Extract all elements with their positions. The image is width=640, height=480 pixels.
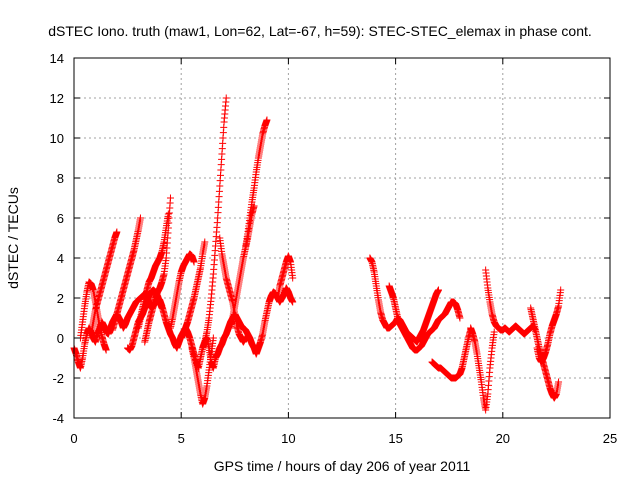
data-point [263, 116, 271, 124]
series-12 [227, 202, 258, 332]
data-point [557, 286, 565, 294]
data-point [242, 334, 250, 342]
data-point [209, 334, 217, 342]
x-tick-label: 20 [496, 431, 510, 446]
x-tick-label: 5 [178, 431, 185, 446]
data-point [164, 210, 172, 218]
plot-frame [73, 57, 611, 419]
data-point [158, 304, 166, 312]
data-point [113, 228, 121, 236]
x-tick-label: 0 [70, 431, 77, 446]
axis-ticks: 0 5 10 15 20 25 -4 -2 0 2 4 6 8 10 12 14 [50, 51, 618, 446]
data-point [166, 194, 174, 202]
scatter-points [70, 94, 565, 414]
series-10 [199, 94, 230, 352]
series-9 [188, 334, 217, 408]
y-tick-label: 0 [57, 331, 64, 346]
y-axis-label: dSTEC / TECUs [5, 187, 21, 289]
series-17 [428, 326, 475, 382]
data-point [490, 328, 498, 336]
x-tick-label: 15 [388, 431, 402, 446]
data-point [190, 258, 198, 266]
y-tick-label: -2 [52, 371, 64, 386]
series-3 [109, 214, 144, 334]
series-16 [385, 282, 464, 354]
y-tick-label: -4 [52, 411, 64, 426]
data-point [289, 274, 297, 282]
x-tick-label: 25 [603, 431, 617, 446]
series-21 [533, 286, 565, 366]
series-8 [177, 238, 209, 342]
x-axis-label: GPS time / hours of day 206 of year 2011 [214, 458, 471, 474]
data-point [102, 346, 110, 354]
series-5 [134, 210, 172, 332]
data-point [434, 286, 442, 294]
series-6 [141, 194, 174, 346]
data-point [555, 378, 563, 386]
data-point [222, 94, 230, 102]
y-tick-label: 14 [50, 51, 64, 66]
series-14 [274, 252, 297, 302]
series-13 [242, 116, 271, 252]
series-20 [527, 304, 563, 402]
y-tick-label: 6 [57, 211, 64, 226]
series-7 [166, 250, 198, 332]
data-point [456, 314, 464, 322]
chart-title: dSTEC Iono. truth (maw1, Lon=62, Lat=-67… [48, 23, 592, 39]
series-19 [482, 266, 539, 338]
data-point [136, 214, 144, 222]
y-tick-label: 4 [57, 251, 64, 266]
data-point [201, 238, 209, 246]
grid [74, 58, 610, 418]
y-tick-label: 10 [50, 131, 64, 146]
x-tick-label: 10 [281, 431, 295, 446]
y-tick-label: 12 [50, 91, 64, 106]
y-tick-label: 2 [57, 291, 64, 306]
series-1 [76, 278, 110, 354]
data-point [289, 298, 297, 306]
series-18 [467, 324, 498, 414]
y-tick-label: 8 [57, 171, 64, 186]
series-2 [87, 228, 121, 338]
